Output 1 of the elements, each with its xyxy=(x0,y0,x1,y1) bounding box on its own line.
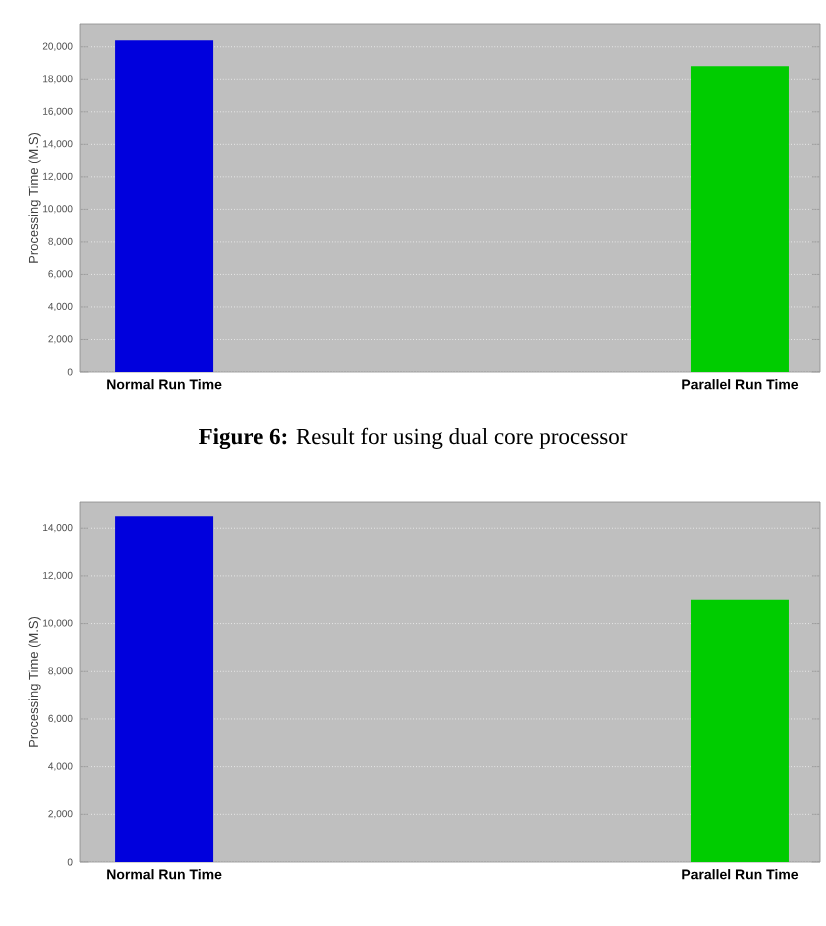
text: Figure 6: Result for using dual core processor xyxy=(199,427,628,450)
